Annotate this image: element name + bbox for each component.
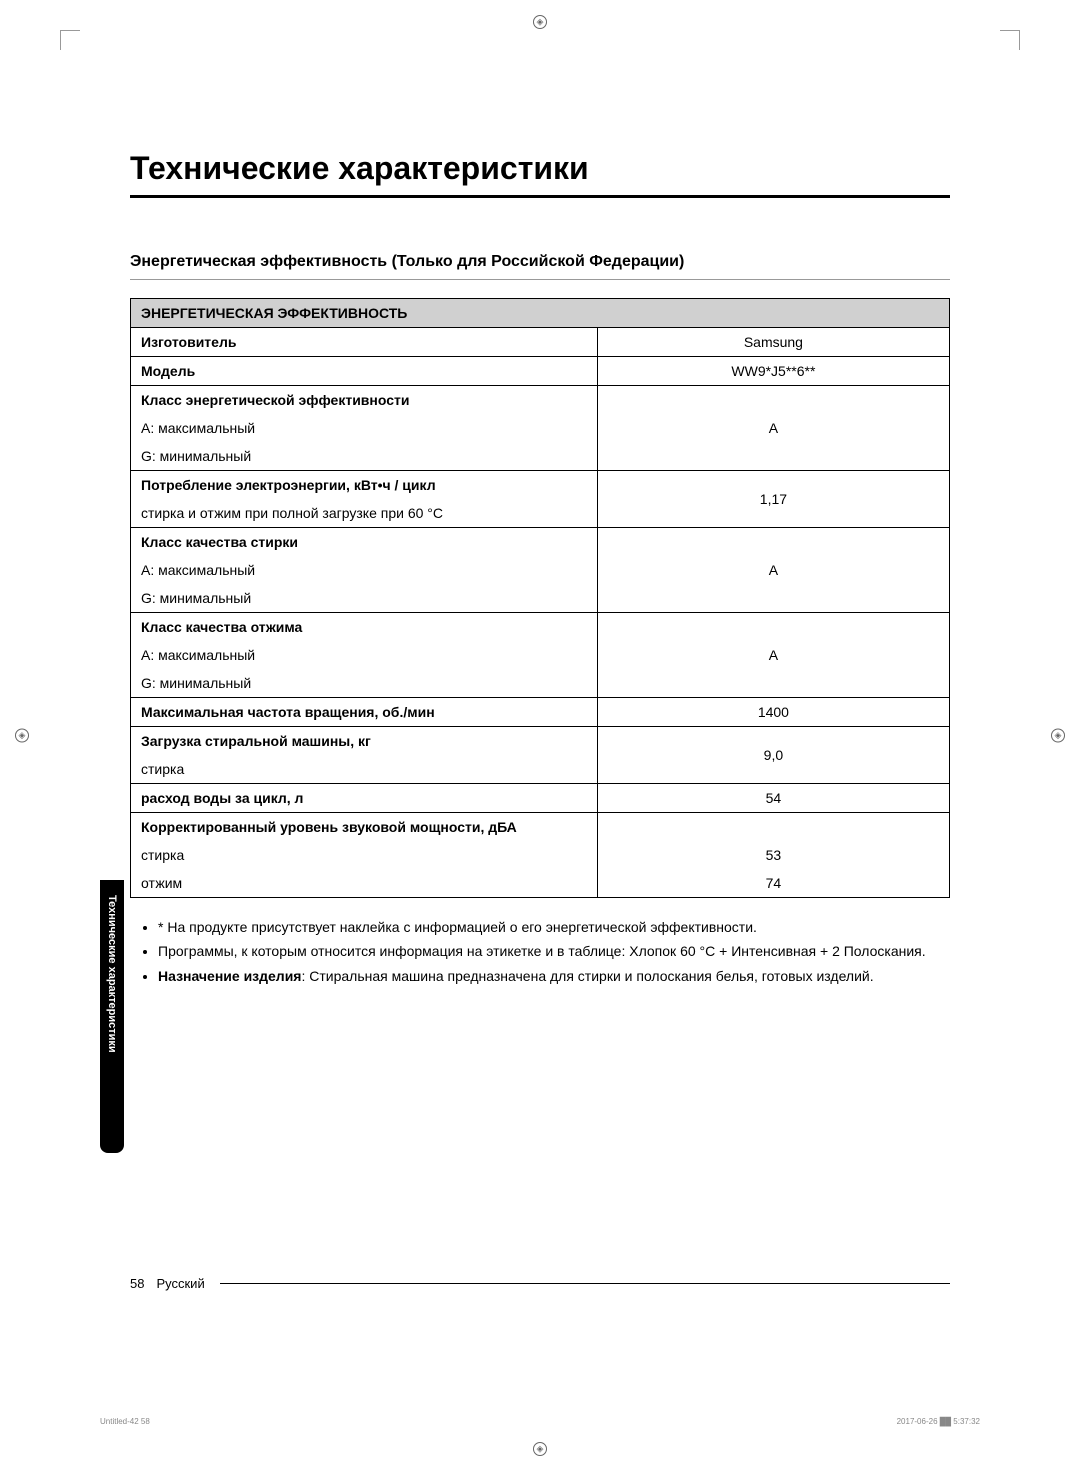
noise-wash-label: стирка xyxy=(131,841,598,869)
max-rpm-value: 1400 xyxy=(597,698,949,727)
crop-mark-icon xyxy=(1051,729,1065,748)
noise-spin-label: отжим xyxy=(131,869,598,898)
table-row: Корректированный уровень звуковой мощнос… xyxy=(131,813,950,842)
power-consumption-value: 1,17 xyxy=(597,471,949,528)
load-label: Загрузка стиральной машины, кг xyxy=(131,727,597,755)
load-sub: стирка xyxy=(131,755,597,783)
wash-class-value: A xyxy=(597,528,949,613)
note-bold: Назначение изделия xyxy=(158,968,301,984)
meta-right: 2017-06-26 ██ 5:37:32 xyxy=(897,1417,980,1426)
crop-corner-icon xyxy=(1000,30,1020,50)
table-header: ЭНЕРГЕТИЧЕСКАЯ ЭФФЕКТИВНОСТЬ xyxy=(131,299,950,328)
model-value: WW9*J5**6** xyxy=(597,357,949,386)
table-row: Потребление электроэнергии, кВт•ч / цикл… xyxy=(131,471,950,528)
specifications-table: ЭНЕРГЕТИЧЕСКАЯ ЭФФЕКТИВНОСТЬ Изготовител… xyxy=(130,298,950,898)
table-row: Модель WW9*J5**6** xyxy=(131,357,950,386)
spin-class-a: A: максимальный xyxy=(131,641,597,669)
note-item: Назначение изделия: Стиральная машина пр… xyxy=(158,965,950,987)
spin-class-label: Класс качества отжима xyxy=(131,613,597,641)
table-row: Изготовитель Samsung xyxy=(131,328,950,357)
manufacturer-value: Samsung xyxy=(597,328,949,357)
power-consumption-label: Потребление электроэнергии, кВт•ч / цикл xyxy=(131,471,597,499)
energy-class-g: G: минимальный xyxy=(131,442,597,470)
energy-class-a: A: максимальный xyxy=(131,414,597,442)
model-label: Модель xyxy=(131,357,598,386)
page-language: Русский xyxy=(156,1276,204,1291)
noise-label: Корректированный уровень звуковой мощнос… xyxy=(131,813,598,842)
spin-class-g: G: минимальный xyxy=(131,669,597,697)
wash-class-label: Класс качества стирки xyxy=(131,528,597,556)
note-item: * На продукте присутствует наклейка с ин… xyxy=(158,916,950,938)
notes-list: * На продукте присутствует наклейка с ин… xyxy=(130,916,950,987)
note-item: Программы, к которым относится информаци… xyxy=(158,940,950,962)
table-row: стирка 53 xyxy=(131,841,950,869)
table-row: Класс энергетической эффективности A: ма… xyxy=(131,386,950,471)
note-rest: : Стиральная машина предназначена для ст… xyxy=(301,968,873,984)
crop-mark-icon xyxy=(15,729,29,748)
table-row: Максимальная частота вращения, об./мин 1… xyxy=(131,698,950,727)
crop-corner-icon xyxy=(60,30,80,50)
page-footer: 58 Русский xyxy=(130,1276,950,1291)
noise-wash-value: 53 xyxy=(597,841,949,869)
load-value: 9,0 xyxy=(597,727,949,784)
side-tab: Технические характеристики xyxy=(100,880,124,1153)
energy-class-value: A xyxy=(597,386,949,471)
meta-left: Untitled-42 58 xyxy=(100,1417,150,1426)
subtitle-divider xyxy=(130,279,950,280)
section-subtitle: Энергетическая эффективность (Только для… xyxy=(130,253,950,271)
power-consumption-sub: стирка и отжим при полной загрузке при 6… xyxy=(131,499,597,527)
page-number: 58 xyxy=(130,1276,144,1291)
noise-spacer xyxy=(597,813,949,842)
page-title: Технические характеристики xyxy=(130,150,950,187)
spin-class-value: A xyxy=(597,613,949,698)
wash-class-g: G: минимальный xyxy=(131,584,597,612)
table-row: Класс качества стирки A: максимальный G:… xyxy=(131,528,950,613)
crop-mark-icon xyxy=(533,15,547,34)
title-divider xyxy=(130,195,950,198)
water-label: расход воды за цикл, л xyxy=(131,784,598,813)
energy-class-label: Класс энергетической эффективности xyxy=(131,386,597,414)
table-header-row: ЭНЕРГЕТИЧЕСКАЯ ЭФФЕКТИВНОСТЬ xyxy=(131,299,950,328)
max-rpm-label: Максимальная частота вращения, об./мин xyxy=(131,698,598,727)
manufacturer-label: Изготовитель xyxy=(131,328,598,357)
table-row: расход воды за цикл, л 54 xyxy=(131,784,950,813)
water-value: 54 xyxy=(597,784,949,813)
crop-mark-icon xyxy=(533,1442,547,1461)
table-row: отжим 74 xyxy=(131,869,950,898)
table-row: Класс качества отжима A: максимальный G:… xyxy=(131,613,950,698)
wash-class-a: A: максимальный xyxy=(131,556,597,584)
table-row: Загрузка стиральной машины, кг стирка 9,… xyxy=(131,727,950,784)
noise-spin-value: 74 xyxy=(597,869,949,898)
footer-divider xyxy=(220,1283,950,1284)
